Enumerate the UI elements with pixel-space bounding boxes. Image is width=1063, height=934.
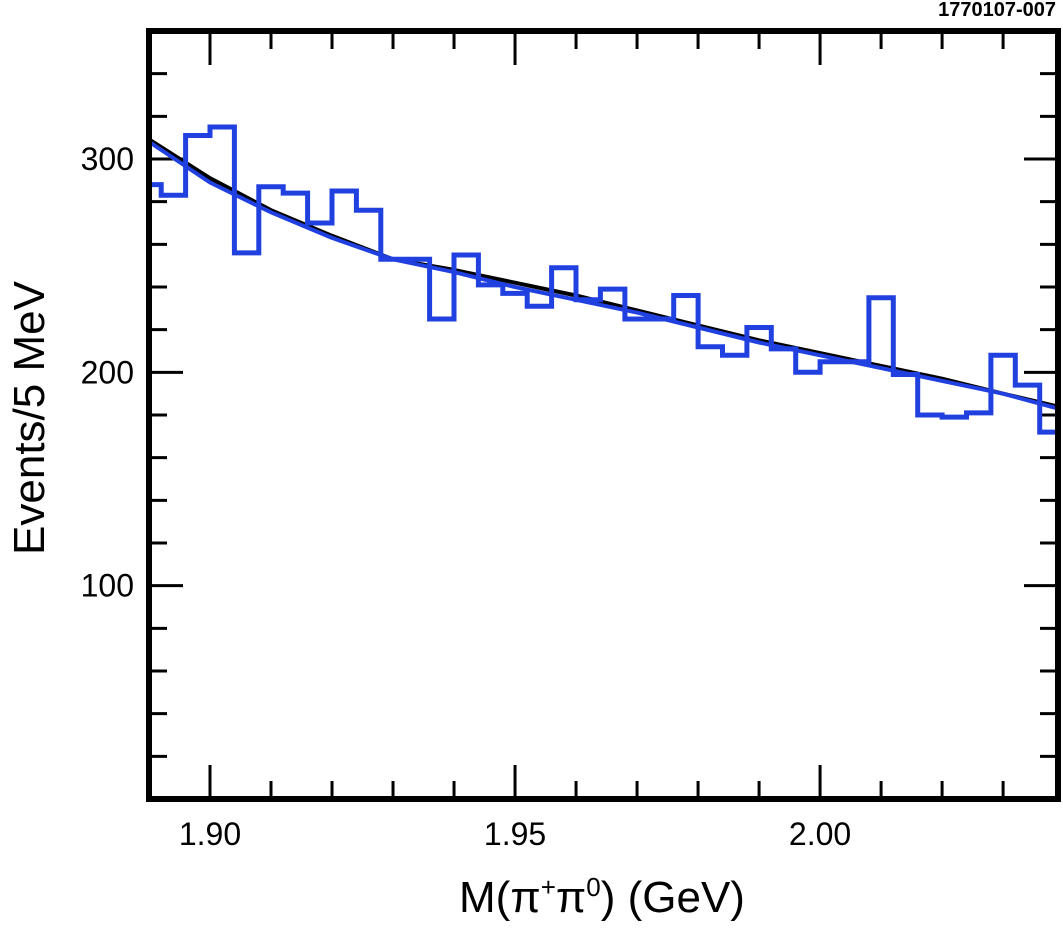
x-tick-label: 1.95 xyxy=(484,816,546,852)
x-axis-title: M(π+π0) (GeV) xyxy=(459,872,745,922)
x-axis-title-pi: π xyxy=(556,873,586,922)
x-axis-title-part: M( xyxy=(459,873,511,922)
y-axis-title: Events/5 MeV xyxy=(5,280,54,555)
histogram-outline xyxy=(149,124,1058,435)
x-tick-label: 1.90 xyxy=(179,816,241,852)
figure-id: 1770107-007 xyxy=(938,0,1056,21)
y-tick-label: 200 xyxy=(81,354,134,390)
fit-curve-black xyxy=(149,137,1058,409)
y-tick-label: 100 xyxy=(81,568,134,604)
plot-frame xyxy=(146,28,1061,802)
x-axis-title-pi: π xyxy=(510,873,540,922)
tick-labels: 1.90 1.95 2.00 100 200 300 xyxy=(81,141,852,852)
x-axis-title-part: ) (GeV) xyxy=(601,873,745,922)
x-axis-title-zero: 0 xyxy=(586,872,600,902)
y-tick-label: 300 xyxy=(81,141,134,177)
fit-curve-blue xyxy=(149,139,1058,411)
fit-curves xyxy=(149,137,1058,411)
x-axis-title-plus: + xyxy=(541,872,556,902)
x-tick-label: 2.00 xyxy=(789,816,851,852)
